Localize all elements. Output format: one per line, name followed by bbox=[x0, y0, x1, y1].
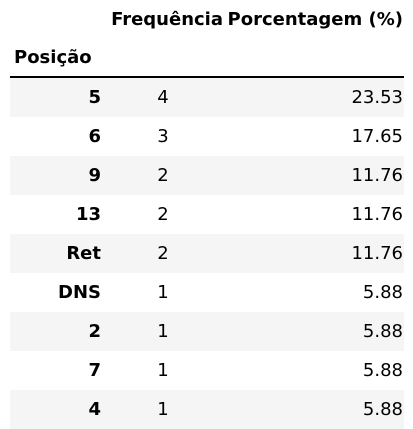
column-header-porcentagem: Porcentagem (%) bbox=[227, 8, 403, 30]
row-porcentagem: 11.76 bbox=[351, 243, 403, 264]
row-posicao: 2 bbox=[88, 321, 101, 342]
data-table-container: Frequência Porcentagem (%) Posição 5 4 2… bbox=[10, 0, 404, 429]
table-row: 4 1 5.88 bbox=[10, 390, 404, 429]
row-porcentagem: 17.65 bbox=[351, 126, 403, 147]
header-blank-cell bbox=[10, 0, 102, 38]
row-posicao: 7 bbox=[88, 360, 101, 381]
row-posicao: Ret bbox=[66, 243, 101, 264]
table-row: Ret 2 11.76 bbox=[10, 234, 404, 273]
row-posicao: 5 bbox=[88, 87, 101, 108]
table-row: DNS 1 5.88 bbox=[10, 273, 404, 312]
table-row: 13 2 11.76 bbox=[10, 195, 404, 234]
row-frequencia: 1 bbox=[157, 321, 169, 342]
row-frequencia: 4 bbox=[157, 87, 169, 108]
row-porcentagem: 5.88 bbox=[362, 282, 403, 303]
row-porcentagem: 5.88 bbox=[362, 399, 403, 420]
row-porcentagem: 11.76 bbox=[351, 204, 403, 225]
row-porcentagem: 5.88 bbox=[362, 321, 403, 342]
index-header-row: Posição bbox=[10, 38, 404, 78]
row-posicao: 9 bbox=[88, 165, 101, 186]
table-body: 5 4 23.53 6 3 17.65 9 2 11.76 13 2 11.76… bbox=[10, 77, 404, 429]
row-frequencia: 1 bbox=[157, 282, 169, 303]
row-frequencia: 2 bbox=[157, 204, 169, 225]
frequency-table: Frequência Porcentagem (%) Posição 5 4 2… bbox=[10, 0, 404, 429]
index-header-posicao: Posição bbox=[10, 38, 102, 78]
row-frequencia: 1 bbox=[157, 399, 169, 420]
column-header-frequencia: Frequência bbox=[111, 8, 223, 30]
index-header-blank-cell bbox=[102, 38, 224, 78]
row-posicao: 6 bbox=[88, 126, 101, 147]
table-row: 7 1 5.88 bbox=[10, 351, 404, 390]
row-posicao: 13 bbox=[75, 204, 101, 225]
table-row: 5 4 23.53 bbox=[10, 77, 404, 117]
row-porcentagem: 11.76 bbox=[351, 165, 403, 186]
column-header-row: Frequência Porcentagem (%) bbox=[10, 0, 404, 38]
index-header-blank-cell bbox=[224, 38, 404, 78]
row-posicao: 4 bbox=[88, 399, 101, 420]
row-frequencia: 2 bbox=[157, 165, 169, 186]
row-porcentagem: 5.88 bbox=[362, 360, 403, 381]
row-posicao: DNS bbox=[58, 282, 101, 303]
table-row: 9 2 11.76 bbox=[10, 156, 404, 195]
table-row: 2 1 5.88 bbox=[10, 312, 404, 351]
row-porcentagem: 23.53 bbox=[351, 87, 403, 108]
row-frequencia: 3 bbox=[157, 126, 169, 147]
table-header: Frequência Porcentagem (%) Posição bbox=[10, 0, 404, 78]
row-frequencia: 2 bbox=[157, 243, 169, 264]
row-frequencia: 1 bbox=[157, 360, 169, 381]
table-row: 6 3 17.65 bbox=[10, 117, 404, 156]
